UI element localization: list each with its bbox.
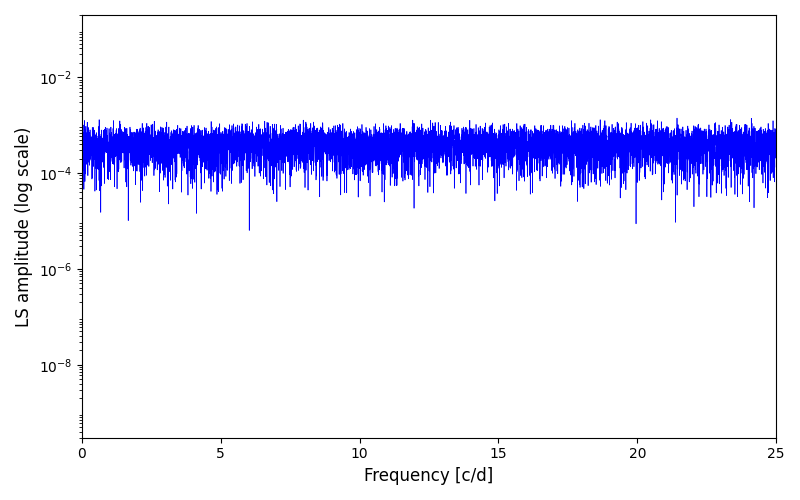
Y-axis label: LS amplitude (log scale): LS amplitude (log scale) — [15, 126, 33, 326]
X-axis label: Frequency [c/d]: Frequency [c/d] — [364, 467, 494, 485]
